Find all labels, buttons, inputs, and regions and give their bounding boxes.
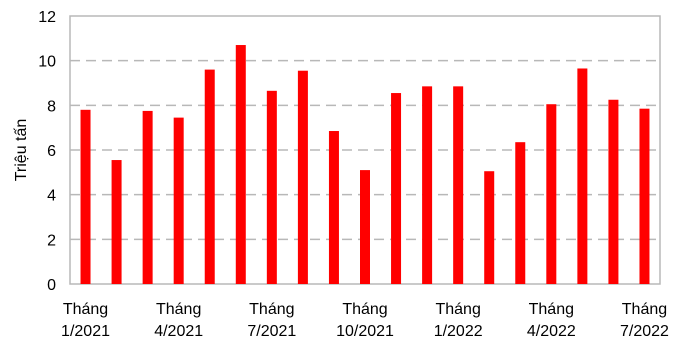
x-tick-label-line1: Tháng bbox=[249, 301, 294, 318]
y-axis-title: Triệu tấn bbox=[13, 119, 30, 182]
y-tick-label: 10 bbox=[38, 54, 56, 71]
bar bbox=[608, 99, 619, 284]
bar bbox=[422, 86, 433, 284]
bar bbox=[639, 108, 650, 284]
x-tick-label-line2: 10/2021 bbox=[336, 323, 394, 340]
bar bbox=[266, 90, 277, 284]
y-tick-label: 0 bbox=[47, 277, 56, 294]
y-tick-label: 6 bbox=[47, 143, 56, 160]
bar bbox=[173, 117, 184, 284]
x-tick-label-line1: Tháng bbox=[63, 301, 108, 318]
bar bbox=[328, 131, 339, 284]
bar bbox=[111, 160, 122, 284]
bar bbox=[297, 70, 308, 284]
x-tick-label-line1: Tháng bbox=[622, 301, 667, 318]
y-tick-label: 12 bbox=[38, 9, 56, 26]
x-tick-label-line1: Tháng bbox=[529, 301, 574, 318]
bar bbox=[391, 93, 402, 284]
bar bbox=[360, 170, 370, 284]
y-tick-label: 8 bbox=[47, 98, 56, 115]
x-tick-label-line1: Tháng bbox=[435, 301, 480, 318]
bars bbox=[80, 45, 650, 285]
bar bbox=[80, 109, 91, 284]
x-tick-label-line2: 1/2022 bbox=[434, 323, 483, 340]
y-axis-ticks: 0 2 4 6 8 10 12 bbox=[38, 9, 56, 294]
y-tick-label: 2 bbox=[47, 232, 56, 249]
bar bbox=[515, 142, 526, 284]
x-axis-ticks: Tháng 1/2021 Tháng 4/2021 Tháng 7/2021 Tháng 10… bbox=[61, 301, 669, 340]
x-tick-label-line1: Tháng bbox=[156, 301, 201, 318]
bar bbox=[577, 68, 588, 284]
x-tick-label-line2: 4/2021 bbox=[154, 323, 203, 340]
x-tick-label-line2: 4/2022 bbox=[527, 323, 576, 340]
x-tick-label-line2: 7/2022 bbox=[620, 323, 669, 340]
x-tick-label-line2: 7/2021 bbox=[247, 323, 296, 340]
x-tick-label-line2: 1/2021 bbox=[61, 323, 110, 340]
bar bbox=[546, 104, 557, 284]
bar bbox=[453, 86, 464, 284]
bar bbox=[204, 69, 215, 284]
bar bbox=[235, 45, 246, 285]
y-tick-label: 4 bbox=[47, 188, 56, 205]
bar bbox=[484, 171, 495, 284]
bar bbox=[142, 110, 153, 285]
x-tick-label-line1: Tháng bbox=[342, 301, 387, 318]
